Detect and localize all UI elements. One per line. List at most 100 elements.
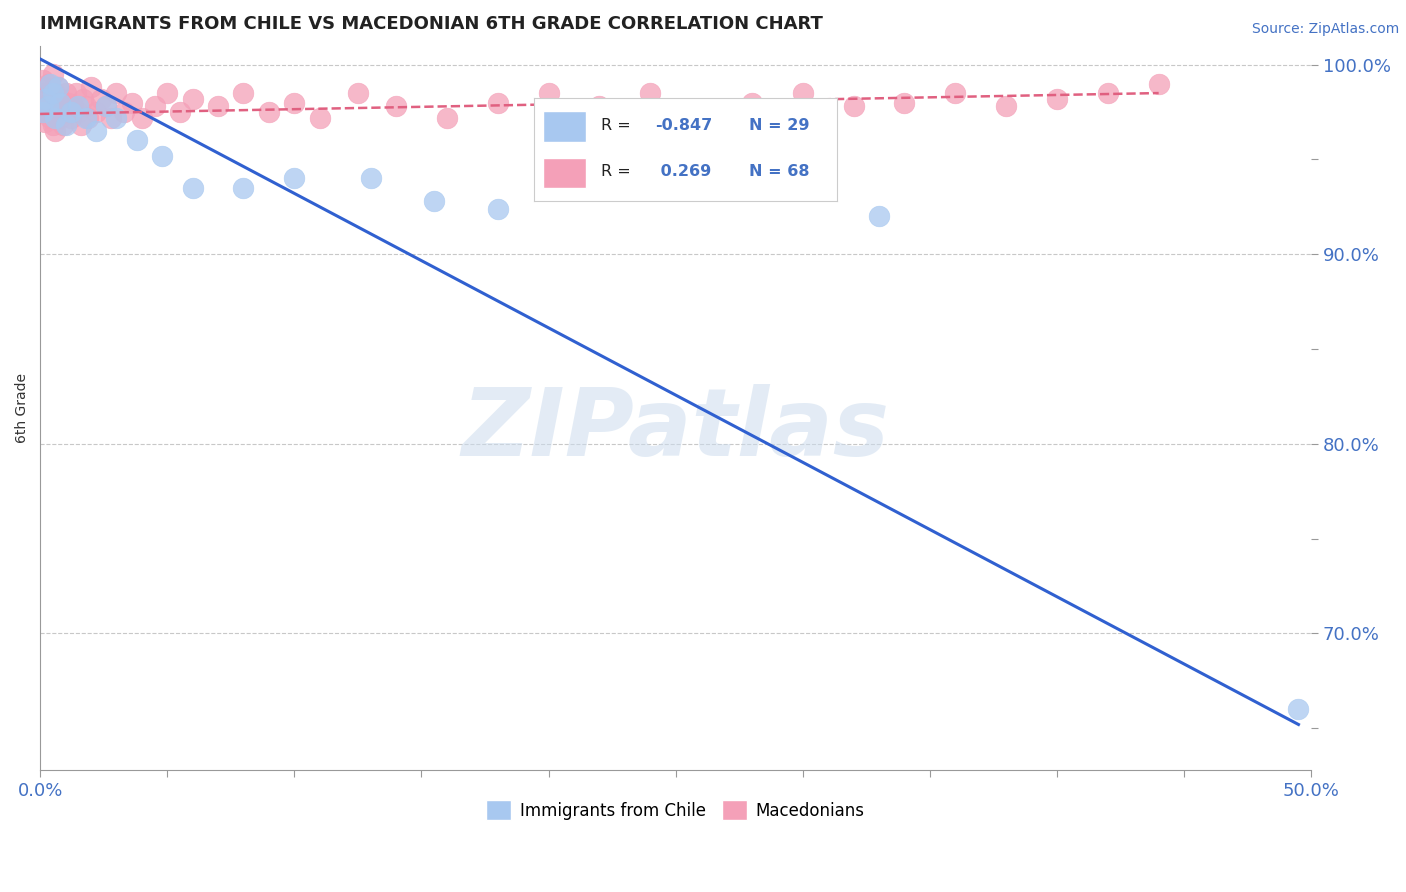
Text: R =: R = — [600, 164, 636, 179]
Point — [37, 92, 59, 106]
Point — [868, 210, 890, 224]
Point — [121, 95, 143, 110]
Point — [42, 86, 65, 100]
Point — [37, 105, 59, 120]
Point — [56, 95, 79, 110]
Point — [31, 72, 53, 87]
Point — [31, 86, 53, 100]
Text: R =: R = — [600, 119, 636, 133]
Point — [207, 99, 229, 113]
Point — [232, 86, 254, 100]
Point — [181, 92, 204, 106]
Point — [562, 143, 585, 157]
Point — [283, 95, 305, 110]
Point — [75, 99, 97, 113]
Text: -0.847: -0.847 — [655, 119, 713, 133]
Point — [283, 171, 305, 186]
FancyBboxPatch shape — [543, 112, 586, 142]
Text: IMMIGRANTS FROM CHILE VS MACEDONIAN 6TH GRADE CORRELATION CHART: IMMIGRANTS FROM CHILE VS MACEDONIAN 6TH … — [41, 15, 823, 33]
Text: ZIPatlas: ZIPatlas — [461, 384, 890, 475]
FancyBboxPatch shape — [543, 158, 586, 188]
Point — [69, 118, 91, 132]
Point — [62, 99, 84, 113]
Point — [943, 86, 966, 100]
Point — [39, 111, 62, 125]
Point — [96, 99, 118, 113]
Point — [143, 99, 166, 113]
Point — [347, 86, 370, 100]
Point — [80, 80, 103, 95]
Point — [588, 99, 610, 113]
Point — [84, 124, 107, 138]
Point — [49, 95, 72, 110]
Legend: Immigrants from Chile, Macedonians: Immigrants from Chile, Macedonians — [479, 793, 872, 827]
Point — [486, 95, 509, 110]
Point — [42, 118, 65, 132]
Point — [39, 95, 62, 110]
Point — [42, 67, 65, 81]
Point — [385, 99, 408, 113]
Point — [257, 105, 280, 120]
Text: 0.269: 0.269 — [655, 164, 711, 179]
Point — [423, 194, 446, 209]
Point — [65, 86, 87, 100]
Point — [44, 86, 66, 100]
Point — [37, 77, 59, 91]
Point — [77, 111, 100, 125]
Point — [1288, 702, 1310, 716]
Point — [31, 105, 53, 120]
Point — [156, 86, 179, 100]
Point — [1046, 92, 1069, 106]
Point — [34, 92, 56, 106]
Point — [46, 80, 69, 95]
Point — [105, 86, 128, 100]
Point — [96, 99, 118, 113]
Point — [112, 105, 135, 120]
Point — [75, 111, 97, 125]
Point — [1097, 86, 1119, 100]
Point — [1147, 77, 1170, 91]
Point — [67, 105, 90, 120]
Point — [893, 95, 915, 110]
Point — [46, 80, 69, 95]
Point — [55, 86, 77, 100]
Point — [34, 114, 56, 128]
Point — [842, 99, 865, 113]
Point — [638, 86, 661, 100]
Point — [436, 111, 458, 125]
Point — [232, 181, 254, 195]
Point — [42, 99, 65, 113]
Point — [55, 118, 77, 132]
Point — [995, 99, 1018, 113]
Point — [67, 99, 90, 113]
Point — [360, 171, 382, 186]
Point — [100, 111, 122, 125]
Point — [55, 105, 77, 120]
Point — [44, 111, 66, 125]
Text: Source: ZipAtlas.com: Source: ZipAtlas.com — [1251, 22, 1399, 37]
Point — [741, 95, 763, 110]
Point — [39, 77, 62, 91]
Point — [105, 111, 128, 125]
Point — [125, 133, 148, 147]
Point — [150, 148, 173, 162]
Point — [34, 99, 56, 113]
Point — [308, 111, 330, 125]
Y-axis label: 6th Grade: 6th Grade — [15, 373, 30, 442]
Point — [792, 86, 814, 100]
Point — [537, 86, 560, 100]
Point — [59, 105, 82, 120]
Point — [486, 202, 509, 216]
Point — [690, 105, 713, 120]
Point — [52, 118, 75, 132]
Text: N = 29: N = 29 — [749, 119, 810, 133]
Point — [59, 111, 82, 125]
Point — [72, 92, 94, 106]
Point — [31, 105, 53, 120]
Point — [169, 105, 191, 120]
Point — [44, 124, 66, 138]
Text: N = 68: N = 68 — [749, 164, 810, 179]
Point — [49, 92, 72, 106]
Point — [90, 92, 112, 106]
Point — [131, 111, 153, 125]
